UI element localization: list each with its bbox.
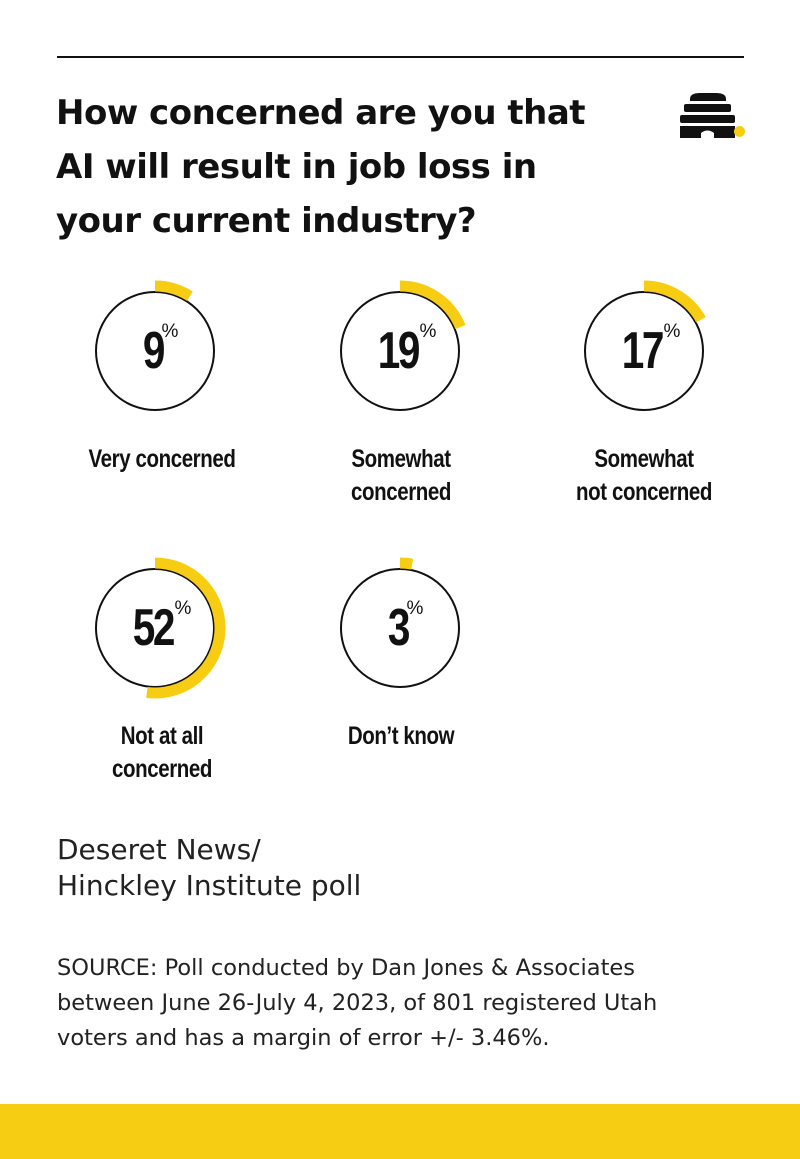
chart-title: How concerned are you that AI will resul… [56, 86, 596, 248]
logo-dot [734, 126, 745, 137]
top-rule [57, 56, 744, 58]
source-note: SOURCE: Poll conducted by Dan Jones & As… [57, 951, 757, 1056]
donut-arc [399, 557, 414, 570]
donut-dont-know: 3 % [320, 548, 480, 708]
beehive-icon [678, 93, 746, 144]
label-line: Don’t know [347, 722, 455, 750]
category-label-not-at-all-concerned: Not at all concerned [62, 720, 262, 786]
category-label-somewhat-concerned: Somewhat concerned [301, 443, 501, 509]
percent-sign: % [406, 598, 424, 619]
label-line: not concerned [576, 478, 712, 506]
source-line: voters and has a margin of error +/- 3.4… [57, 1025, 550, 1051]
donut-chart [584, 280, 706, 411]
donut-ring [584, 291, 704, 411]
poll-credit: Deseret News/ Hinckley Institute poll [57, 832, 557, 904]
percent-value: 52 [132, 599, 175, 657]
percent-value: 9 [142, 322, 165, 380]
title-line: your current industry? [56, 201, 477, 241]
percent-value: 19 [377, 322, 420, 380]
donut-chart [95, 557, 226, 699]
credit-line: Deseret News/ [57, 833, 261, 866]
label-line: concerned [351, 478, 451, 506]
donut-ring [95, 291, 215, 411]
source-line: SOURCE: Poll conducted by Dan Jones & As… [57, 955, 635, 981]
donut-somewhat-concerned: 19 % [320, 271, 480, 431]
credit-line: Hinckley Institute poll [57, 869, 362, 902]
category-label-dont-know: Don’t know [301, 720, 501, 753]
donut-very-concerned: 9 % [75, 271, 235, 431]
title-line: How concerned are you that [56, 93, 586, 133]
donut-chart [95, 280, 215, 411]
label-line: Somewhat [594, 445, 694, 473]
percent-sign: % [419, 321, 437, 342]
donut-arc [399, 280, 466, 330]
label-line: Somewhat [351, 445, 451, 473]
donut-ring [340, 291, 460, 411]
title-line: AI will result in job loss in [56, 147, 537, 187]
donut-ring [95, 568, 215, 688]
donut-not-at-all-concerned: 52 % [75, 548, 235, 708]
donut-arc [154, 280, 193, 301]
donut-somewhat-not-concerned: 17 % [564, 271, 724, 431]
percent-sign: % [663, 321, 681, 342]
percent-value: 17 [621, 322, 664, 380]
donut-ring [340, 568, 460, 688]
label-line: Not at all [120, 722, 204, 750]
category-label-very-concerned: Very concerned [62, 443, 262, 476]
label-line: Very concerned [88, 445, 236, 473]
donut-chart [340, 280, 466, 411]
donut-arc [146, 557, 226, 699]
donut-chart [340, 557, 460, 688]
bottom-accent-bar [0, 1104, 800, 1159]
category-label-somewhat-not-concerned: Somewhat not concerned [544, 443, 744, 509]
percent-value: 3 [387, 599, 410, 657]
percent-sign: % [161, 321, 179, 342]
source-line: between June 26-July 4, 2023, of 801 reg… [57, 990, 658, 1016]
percent-sign: % [174, 598, 192, 619]
label-line: concerned [112, 755, 212, 783]
donut-arc [643, 280, 706, 323]
